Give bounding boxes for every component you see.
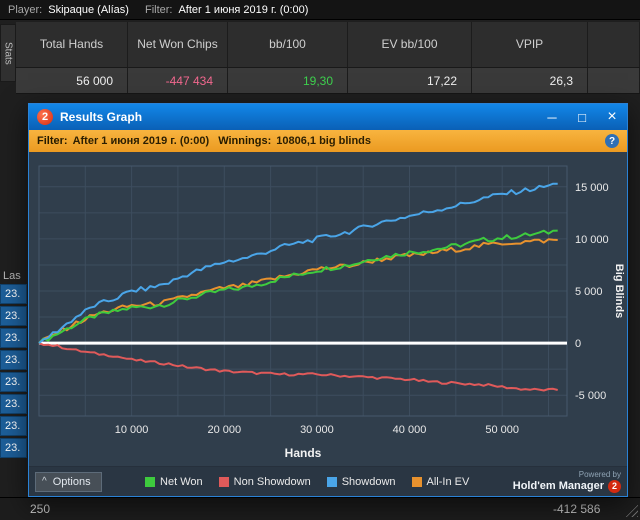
list-item[interactable]: 23. — [0, 394, 27, 414]
stats-value — [588, 68, 640, 93]
chevron-up-icon: ^ — [42, 476, 47, 487]
status-sum-value: -412 586 — [553, 502, 601, 516]
dialog-footer: ^ Options Net Won Non Showdown Showdown All… — [29, 466, 627, 496]
legend-swatch — [145, 476, 156, 487]
y-tick-label: 5 000 — [575, 286, 603, 298]
tab-stats[interactable]: Stats — [0, 24, 16, 82]
options-label: Options — [52, 475, 91, 488]
stats-table-values: 56 000 -447 434 19,30 17,22 26,3 — [16, 68, 640, 94]
filter-value[interactable]: After 1 июня 2019 г. (0:00) — [178, 3, 309, 16]
list-item[interactable]: 23. — [0, 284, 27, 304]
close-button[interactable]: × — [607, 108, 617, 125]
maximize-button[interactable]: □ — [578, 109, 586, 125]
stats-value: 19,30 — [228, 68, 348, 93]
window-titlebar[interactable]: 2 Results Graph ─ □ × — [29, 104, 627, 130]
x-tick-label: 10 000 — [115, 424, 149, 436]
results-chart-area: 10 000 20 000 30 000 40 000 50 000 -5 000 0 5 0… — [29, 152, 627, 466]
minimize-button[interactable]: ─ — [547, 109, 557, 125]
stats-value: 17,22 — [348, 68, 472, 93]
resize-grip[interactable] — [624, 503, 638, 517]
legend-label: Showdown — [341, 475, 396, 488]
y-tick-label: -5 000 — [575, 390, 606, 402]
x-tick-label: 40 000 — [393, 424, 427, 436]
series-line-net-won — [38, 229, 558, 344]
stats-value: 26,3 — [472, 68, 588, 93]
y-axis-label: Big Blinds — [613, 263, 625, 319]
results-graph-window: 2 Results Graph ─ □ × Filter: After 1 ию… — [28, 103, 628, 497]
x-axis-label: Hands — [284, 446, 322, 460]
legend-item[interactable]: All-In EV — [411, 475, 470, 488]
background-column-header: Las — [3, 270, 21, 282]
hm2-logo-icon: 2 — [37, 109, 53, 125]
legend-swatch — [411, 476, 422, 487]
list-item[interactable]: 23. — [0, 328, 27, 348]
stats-column-header[interactable]: bb/100 — [228, 22, 348, 67]
y-tick-label: 15 000 — [575, 182, 609, 194]
stats-value: 56 000 — [16, 68, 128, 93]
y-tick-label: 10 000 — [575, 234, 609, 246]
x-tick-label: 30 000 — [300, 424, 334, 436]
graph-filter-value[interactable]: After 1 июня 2019 г. (0:00) — [72, 135, 210, 147]
list-item[interactable]: 23. — [0, 372, 27, 392]
series-line-non-showdown — [38, 342, 558, 392]
hm2-logo-small: 2 — [608, 479, 621, 493]
player-value[interactable]: Skipaque (Alías) — [48, 3, 129, 16]
series-line-showdown — [38, 182, 558, 344]
powered-by: Powered by Hold'em Manager 2 — [512, 470, 621, 493]
stats-column-header[interactable]: VPIP — [472, 22, 588, 67]
legend-label: Non Showdown — [233, 475, 311, 488]
status-total-count: 250 — [30, 502, 51, 516]
powered-by-text: Powered by — [578, 470, 621, 480]
window-title: Results Graph — [60, 110, 143, 124]
help-icon[interactable]: ? — [605, 134, 619, 148]
stats-value: -447 434 — [128, 68, 228, 93]
y-tick-label: 0 — [575, 338, 581, 350]
x-tick-label: 20 000 — [207, 424, 241, 436]
winnings-value: 10806,1 big blinds — [276, 135, 372, 147]
legend-swatch — [218, 476, 229, 487]
list-item[interactable]: 23. — [0, 306, 27, 326]
stats-tab-label: Stats — [2, 41, 14, 65]
list-item[interactable]: 23. — [0, 350, 27, 370]
brand-name: Hold'em Manager — [512, 479, 604, 492]
top-filter-bar: Player: Skipaque (Alías) Filter: After 1… — [0, 0, 640, 20]
options-button[interactable]: ^ Options — [35, 471, 102, 492]
legend-label: All-In EV — [426, 475, 470, 488]
stats-column-header[interactable] — [588, 22, 640, 67]
background-row-list: 23. 23. 23. 23. 23. 23. 23. 23. — [0, 284, 27, 460]
filter-label: Filter: — [144, 3, 173, 16]
winnings-label: Winnings: — [218, 135, 272, 147]
legend-swatch — [326, 476, 337, 487]
graph-filter-label: Filter: — [37, 135, 68, 147]
list-item[interactable]: 23. — [0, 416, 27, 436]
results-graph-svg: 10 000 20 000 30 000 40 000 50 000 -5 000 0 5 0… — [38, 165, 609, 436]
stats-column-header[interactable]: Net Won Chips — [128, 22, 228, 67]
stats-column-header[interactable]: Total Hands — [16, 22, 128, 67]
x-tick-label: 50 000 — [485, 424, 519, 436]
graph-filter-bar: Filter: After 1 июня 2019 г. (0:00) Winn… — [29, 130, 627, 152]
list-item[interactable]: 23. — [0, 438, 27, 458]
legend-label: Net Won — [160, 475, 203, 488]
plot-border — [38, 165, 568, 417]
legend-item[interactable]: Net Won — [145, 476, 203, 488]
chart-legend: Net Won Non Showdown Showdown All-In EV — [102, 476, 513, 488]
status-bar: 250 -412 586 — [0, 497, 640, 520]
stats-column-header[interactable]: EV bb/100 — [348, 22, 472, 67]
player-label: Player: — [8, 3, 43, 16]
legend-item[interactable]: Non Showdown — [218, 475, 311, 488]
legend-item[interactable]: Showdown — [326, 475, 396, 488]
stats-table-header: Total Hands Net Won Chips bb/100 EV bb/100 V… — [16, 22, 640, 68]
results-chart: 10 000 20 000 30 000 40 000 50 000 -5 000 0 5 0… — [29, 152, 627, 466]
